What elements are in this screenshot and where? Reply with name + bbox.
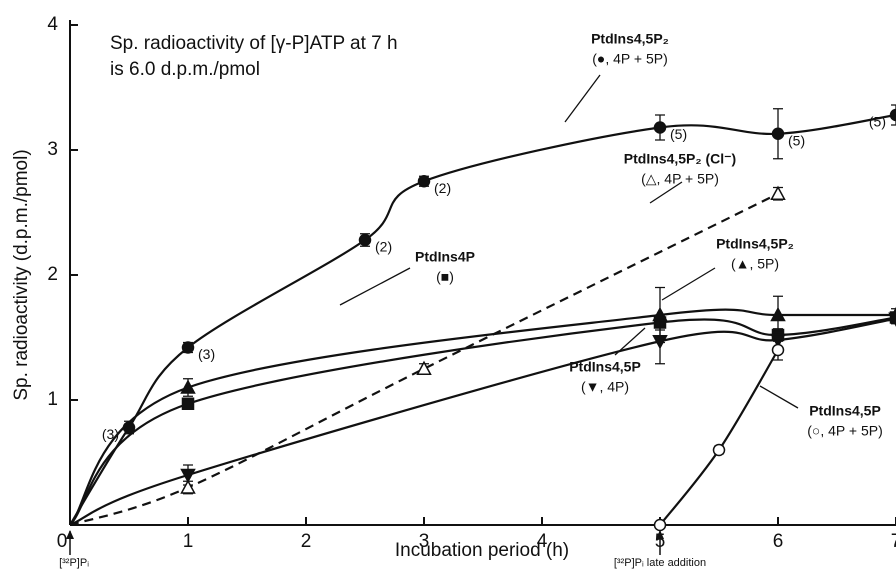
- marker: [770, 185, 786, 200]
- leader-line: [614, 327, 646, 356]
- x-tick-label: 6: [773, 531, 784, 552]
- point-label: (3): [198, 346, 215, 362]
- error-bar: [891, 104, 896, 126]
- y-tick-label: 1: [47, 389, 58, 410]
- series-line: [69, 192, 779, 527]
- marker: [652, 335, 668, 350]
- marker: [771, 343, 785, 357]
- series-detail: (▲, 5P): [731, 256, 779, 272]
- series-detail: (●, 4P + 5P): [592, 51, 668, 67]
- leader-line: [649, 181, 683, 204]
- leader-line: [661, 267, 716, 301]
- note-line: is 6.0 d.p.m./pmol: [110, 59, 260, 80]
- series-name: PtdIns4P: [415, 249, 475, 265]
- series-detail: (△, 4P + 5P): [641, 171, 719, 187]
- marker: [889, 108, 896, 122]
- point-label: (5): [869, 114, 886, 130]
- marker: [358, 233, 372, 247]
- marker: [416, 360, 432, 375]
- x-tick-label: 7: [891, 531, 896, 552]
- x-tick-label: 0: [57, 531, 68, 552]
- arrow-head: [66, 530, 74, 539]
- y-tick-label: 3: [47, 139, 58, 160]
- series-line: [69, 308, 896, 526]
- series-name: PtdIns4,5P: [569, 359, 641, 375]
- point-label: (5): [788, 132, 805, 148]
- marker: [770, 306, 786, 322]
- x-axis-label: Incubation period (h): [395, 540, 569, 561]
- note-line: Sp. radioactivity of [γ-P]ATP at 7 h: [110, 33, 398, 54]
- leader-line: [564, 74, 601, 123]
- y-tick-label: 4: [47, 14, 58, 35]
- marker: [653, 518, 667, 532]
- marker: [180, 379, 196, 394]
- arrow-head: [656, 530, 664, 539]
- marker: [417, 175, 431, 188]
- marker: [653, 121, 667, 134]
- point-label: (2): [375, 239, 392, 255]
- y-tick-label: 2: [47, 264, 58, 285]
- point-label: (5): [670, 126, 687, 142]
- marker: [181, 397, 195, 410]
- point-label: (2): [434, 180, 451, 196]
- x-tick-label: 2: [301, 531, 312, 552]
- series-detail: (○, 4P + 5P): [807, 423, 883, 439]
- annotation-text: [³²P]Pᵢ late addition: [614, 557, 706, 569]
- marker: [771, 127, 785, 140]
- series-name: PtdIns4,5P₂ (Cl⁻): [624, 151, 736, 167]
- marker: [180, 479, 196, 494]
- series-detail: (▼, 4P): [581, 379, 629, 395]
- marker: [181, 341, 195, 354]
- marker: [712, 443, 726, 457]
- x-tick-label: 1: [183, 531, 194, 552]
- series-name: PtdIns4,5P: [809, 403, 881, 419]
- series-line: [659, 349, 779, 526]
- series-detail: (■): [436, 269, 454, 285]
- series-name: PtdIns4,5P₂: [716, 236, 794, 252]
- series-line: [69, 317, 896, 527]
- marker: [180, 468, 196, 484]
- series-name: PtdIns4,5P₂: [591, 31, 669, 47]
- y-axis-label: Sp. radioactivity (d.p.m./pmol): [11, 149, 32, 400]
- leader-line: [759, 385, 799, 409]
- leader-line: [339, 267, 411, 306]
- x-tick-label: 4: [537, 531, 548, 552]
- series-line: [69, 113, 896, 526]
- annotation-text: [³²P]Pᵢ: [59, 557, 89, 569]
- x-tick-label: 3: [419, 531, 430, 552]
- marker: [888, 312, 896, 327]
